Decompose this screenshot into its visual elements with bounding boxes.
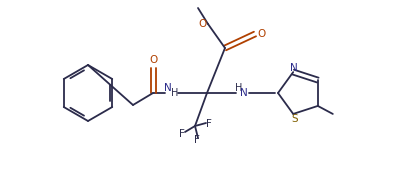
- Text: F: F: [179, 129, 185, 139]
- Text: N: N: [164, 83, 172, 93]
- Text: O: O: [198, 19, 206, 29]
- Text: F: F: [206, 119, 212, 129]
- Text: O: O: [258, 29, 266, 39]
- Text: H: H: [235, 83, 243, 93]
- Text: S: S: [291, 114, 298, 124]
- Text: O: O: [149, 55, 157, 65]
- Text: F: F: [194, 135, 200, 145]
- Text: N: N: [290, 63, 298, 73]
- Text: H: H: [171, 88, 179, 98]
- Text: N: N: [240, 88, 248, 98]
